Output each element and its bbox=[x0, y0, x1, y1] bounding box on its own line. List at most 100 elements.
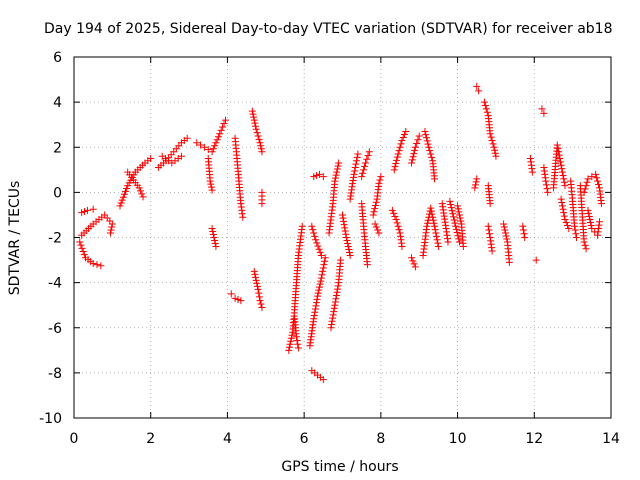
data-point bbox=[427, 204, 435, 212]
data-point bbox=[487, 133, 495, 141]
data-point bbox=[346, 249, 354, 257]
data-point bbox=[333, 288, 341, 296]
data-point bbox=[317, 252, 325, 260]
data-point bbox=[483, 108, 491, 116]
data-point bbox=[390, 209, 398, 217]
data-point bbox=[361, 162, 369, 170]
data-point bbox=[252, 276, 260, 284]
data-point bbox=[177, 152, 185, 160]
data-point bbox=[424, 140, 432, 148]
data-point bbox=[333, 165, 341, 173]
data-point bbox=[340, 217, 348, 225]
data-point bbox=[429, 213, 437, 221]
data-point bbox=[450, 216, 458, 224]
data-point bbox=[592, 170, 600, 178]
data-point bbox=[287, 337, 295, 345]
data-point bbox=[565, 224, 573, 232]
data-point bbox=[444, 238, 452, 246]
data-point bbox=[135, 184, 143, 192]
data-point bbox=[328, 317, 336, 325]
data-point bbox=[393, 156, 401, 164]
data-point bbox=[431, 175, 439, 183]
data-point bbox=[415, 132, 423, 140]
data-point bbox=[434, 243, 442, 251]
data-point bbox=[200, 143, 208, 151]
data-point bbox=[423, 137, 431, 145]
data-point bbox=[423, 134, 431, 142]
data-point bbox=[484, 222, 492, 230]
data-point bbox=[452, 225, 460, 233]
data-point bbox=[256, 297, 264, 305]
data-point bbox=[252, 273, 260, 281]
data-point bbox=[421, 127, 429, 135]
data-point bbox=[208, 224, 216, 232]
data-point bbox=[571, 222, 579, 230]
data-point bbox=[334, 285, 342, 293]
data-point bbox=[455, 238, 463, 246]
data-point bbox=[360, 166, 368, 174]
data-point bbox=[108, 223, 116, 231]
data-point bbox=[471, 184, 479, 192]
data-point bbox=[251, 270, 259, 278]
data-point bbox=[455, 235, 463, 243]
data-point bbox=[257, 145, 265, 153]
data-point bbox=[252, 125, 260, 133]
data-point bbox=[396, 143, 404, 151]
data-point bbox=[369, 211, 377, 219]
data-point bbox=[310, 312, 318, 320]
data-point bbox=[344, 243, 352, 251]
data-point bbox=[388, 206, 396, 214]
data-point bbox=[120, 190, 128, 198]
data-point bbox=[482, 105, 490, 113]
data-point bbox=[371, 220, 379, 228]
data-point bbox=[310, 315, 318, 323]
data-point bbox=[211, 142, 219, 150]
data-point bbox=[558, 202, 566, 210]
data-point bbox=[583, 178, 591, 186]
data-point bbox=[327, 324, 335, 332]
data-point bbox=[317, 274, 325, 282]
data-point bbox=[81, 208, 89, 216]
data-point bbox=[331, 301, 339, 309]
data-point bbox=[409, 257, 417, 265]
data-point bbox=[398, 243, 406, 251]
data-point bbox=[528, 168, 536, 176]
data-point bbox=[119, 193, 127, 201]
chart-title: Day 194 of 2025, Sidereal Day-to-day VTE… bbox=[44, 21, 613, 37]
data-point bbox=[209, 230, 217, 238]
data-point bbox=[434, 239, 442, 247]
data-point bbox=[390, 166, 398, 174]
data-point bbox=[208, 186, 216, 194]
data-point bbox=[452, 222, 460, 230]
data-point bbox=[486, 200, 494, 208]
data-point bbox=[371, 205, 379, 213]
data-point bbox=[392, 159, 400, 167]
data-point bbox=[376, 176, 384, 184]
data-point bbox=[319, 267, 327, 275]
data-point bbox=[286, 340, 294, 348]
data-point bbox=[313, 171, 321, 179]
data-point bbox=[432, 229, 440, 237]
y-tick-labels: 6 4 2 0 -2 -4 -6 -8 -10 bbox=[39, 50, 62, 427]
data-point bbox=[556, 155, 564, 163]
data-point bbox=[293, 337, 301, 345]
data-point bbox=[588, 224, 596, 232]
data-point bbox=[553, 141, 561, 149]
data-point bbox=[344, 240, 352, 248]
data-point bbox=[595, 180, 603, 188]
data-point bbox=[582, 245, 590, 253]
data-point bbox=[93, 261, 101, 269]
data-point bbox=[485, 226, 493, 234]
data-point bbox=[502, 229, 510, 237]
data-point bbox=[365, 148, 373, 156]
data-point bbox=[332, 292, 340, 300]
data-point bbox=[473, 82, 481, 90]
data-point bbox=[538, 105, 546, 113]
data-point bbox=[197, 141, 205, 149]
data-point bbox=[351, 167, 359, 175]
data-point bbox=[558, 199, 566, 207]
data-point bbox=[285, 346, 293, 354]
data-point bbox=[220, 120, 228, 128]
data-point bbox=[222, 116, 230, 124]
data-point bbox=[319, 376, 327, 384]
